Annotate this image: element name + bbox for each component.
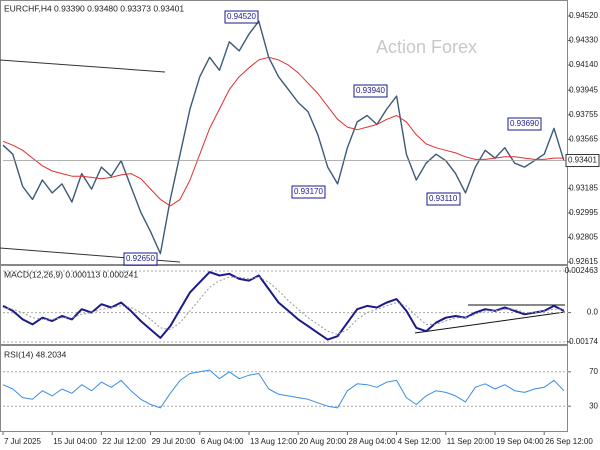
x-tick-label: 7 Jul 2025: [4, 437, 41, 446]
x-tick-label: 19 Sep 04:00: [496, 437, 544, 446]
panel-title: EURCHF,H4 0.93390 0.93480 0.93373 0.9340…: [4, 3, 184, 13]
price-panel: [0, 0, 568, 265]
trend-line: [414, 311, 566, 334]
annotation-box: [291, 185, 326, 199]
x-tick-label: 11 Sep 20:00: [447, 437, 495, 446]
y-tick-label: 0.002463: [565, 266, 599, 275]
y-tick-label: 0.93945: [569, 85, 598, 94]
series-line: [2, 20, 565, 255]
y-tick-label: 0.94140: [569, 60, 598, 69]
watermark: Action Forex: [376, 37, 477, 57]
y-tick-label: 0.92805: [569, 233, 598, 242]
y-tick-label: 0.92615: [569, 257, 598, 266]
x-tick-label: 28 Aug 04:00: [348, 437, 396, 446]
panel-title: MACD(12,26,9) 0.000113 0.000241: [4, 269, 138, 279]
y-tick-label: 0.93565: [569, 134, 598, 143]
y-tick-label: 0.92995: [569, 208, 598, 217]
annotation: 0.93170: [294, 187, 323, 196]
annotation-box: [123, 252, 158, 266]
x-tick-label: 6 Aug 04:00: [201, 437, 244, 446]
x-tick-label: 15 Jul 04:00: [53, 437, 97, 446]
rsi-panel: [0, 345, 568, 432]
annotation-box: [426, 192, 461, 206]
y-tick-label: 0.94520: [569, 11, 598, 20]
x-tick-label: 26 Sep 12:00: [545, 437, 593, 446]
annotation: 0.92650: [126, 254, 155, 263]
x-tick-label: 29 Jul 20:00: [152, 437, 196, 446]
y-tick-label: 0.94330: [569, 36, 598, 45]
x-tick-label: 20 Aug 20:00: [299, 437, 347, 446]
panel-title: RSI(14) 48.2034: [4, 349, 67, 359]
annotation: 0.93940: [356, 86, 385, 95]
y-tick-label: 0.93755: [569, 110, 598, 119]
current-price-box: [565, 154, 600, 168]
y-tick-label: 70: [589, 367, 598, 376]
annotation-box: [507, 117, 542, 131]
annotation: 0.93110: [429, 194, 458, 203]
y-tick-label: 30: [589, 401, 598, 410]
series-line: [2, 56, 564, 207]
series-line: [2, 271, 565, 341]
x-tick-label: 13 Aug 12:00: [250, 437, 298, 446]
x-tick-label: 4 Sep 12:00: [398, 437, 442, 446]
current-price-label: 0.93401: [568, 156, 597, 165]
y-tick-label: 0.93185: [569, 184, 598, 193]
annotation-box: [224, 10, 259, 24]
annotation: 0.93690: [510, 119, 539, 128]
annotation: 0.94520: [227, 12, 256, 21]
series-line: [2, 276, 564, 335]
macd-panel: [0, 265, 568, 345]
y-tick-label: 0.0: [587, 308, 599, 317]
trend-line: [0, 59, 166, 73]
y-tick-label: -0.00174: [566, 337, 598, 346]
annotation-box: [353, 84, 388, 98]
series-line: [2, 369, 565, 409]
x-tick-label: 22 Jul 12:00: [102, 437, 146, 446]
